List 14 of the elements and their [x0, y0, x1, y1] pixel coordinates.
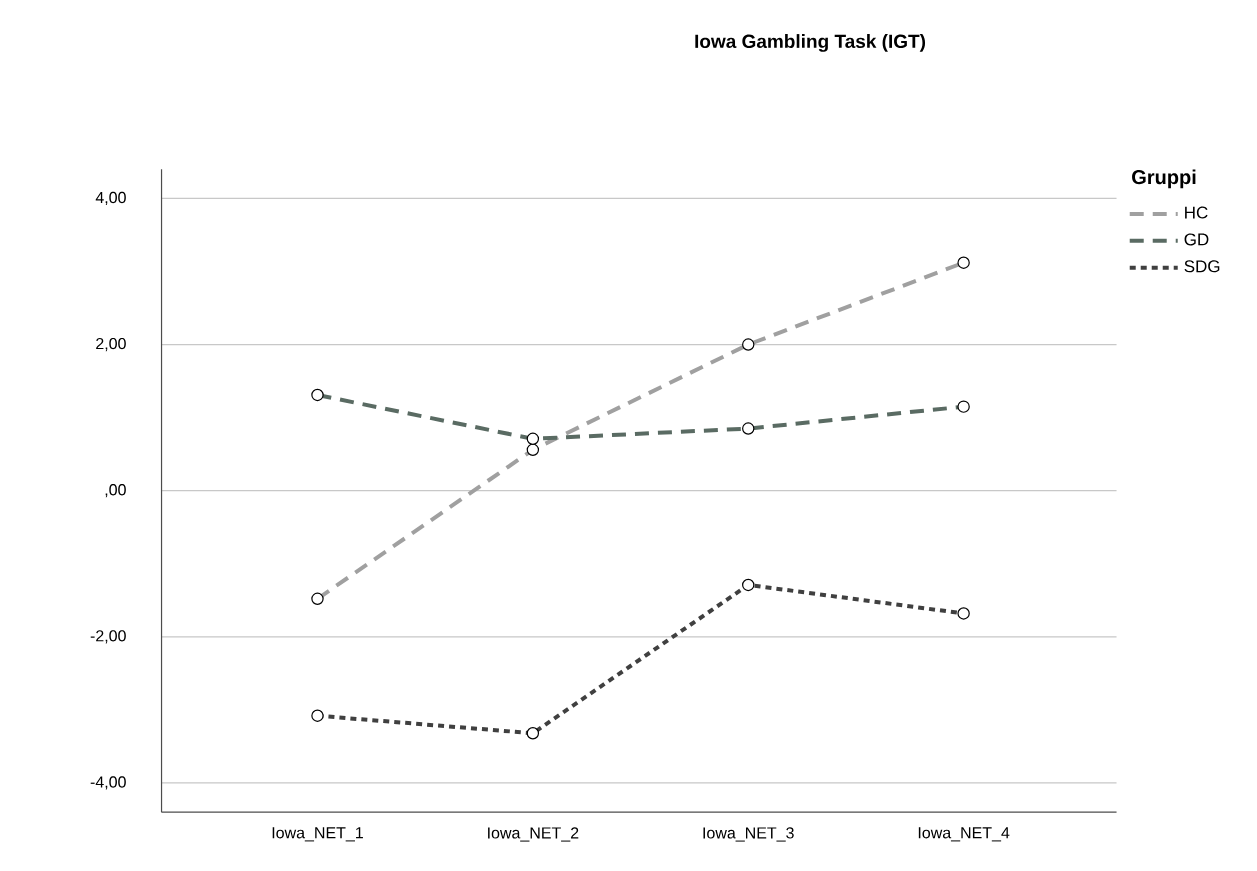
y-tick-label: 2,00: [96, 337, 126, 352]
legend-label: GD: [1184, 233, 1209, 246]
y-tick-label: 4,00: [95, 191, 126, 206]
y-tick-label: ,00: [105, 484, 126, 498]
legend-title: Gruppi: [1132, 169, 1196, 189]
y-tick-label: -4,00: [90, 776, 126, 790]
x-tick-label: Iowa_NET_3: [703, 827, 794, 842]
legend-label: SDG: [1184, 260, 1220, 273]
x-tick-label: Iowa_NET_2: [488, 827, 579, 842]
legend-label: HC: [1185, 206, 1208, 219]
x-tick-label: Iowa_NET_4: [918, 827, 1010, 842]
y-tick-label: -2,00: [90, 630, 126, 644]
x-tick-label: Iowa_NET_1: [272, 827, 363, 842]
chart-title: Iowa Gambling Task (IGT): [695, 34, 926, 52]
